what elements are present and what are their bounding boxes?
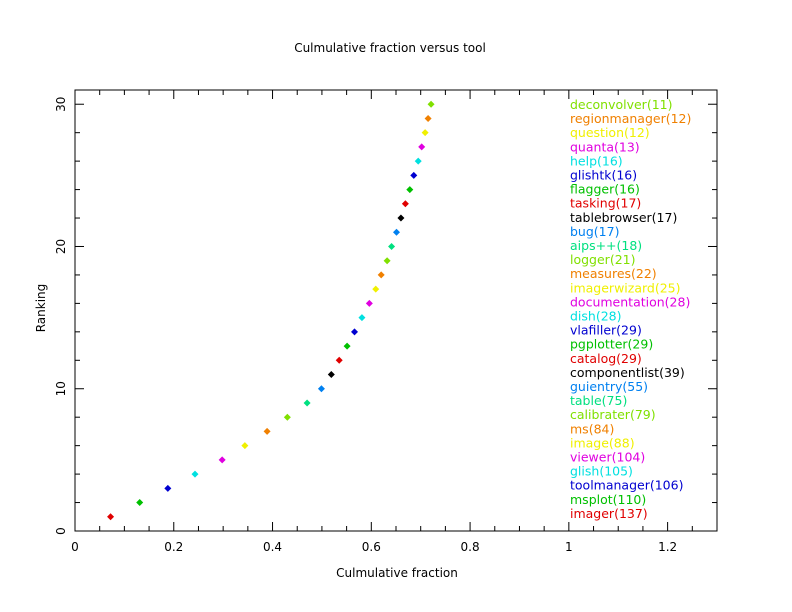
data-point-18 [377,271,385,279]
legend-entry: calibrater(79) [570,407,656,422]
data-point-3 [164,484,172,492]
data-point-4 [191,470,199,478]
data-point-5 [218,456,226,464]
data-point-22 [397,214,405,222]
data-point-28 [421,129,429,137]
legend-entry: aips++(18) [570,238,642,253]
data-point-13 [343,342,351,350]
legend-entry: tablebrowser(17) [570,210,677,225]
data-point-26 [414,157,422,165]
legend-entry: ms(84) [570,421,614,436]
legend-entry: quanta(13) [570,139,640,154]
x-tick-label: 0 [71,540,79,554]
legend-entry: catalog(29) [570,351,642,366]
data-point-1 [107,513,115,521]
legend-entry: flagger(16) [570,182,640,197]
x-tick-label: 0.4 [263,540,282,554]
legend-entry: documentation(28) [570,294,690,309]
legend-entry: table(75) [570,393,627,408]
data-point-8 [283,413,291,421]
legend-entry: question(12) [570,125,650,140]
legend-entry: measures(22) [570,266,657,281]
legend-entry: glishtk(16) [570,168,637,183]
legend-entry: bug(17) [570,224,619,239]
legend-entry: toolmanager(106) [570,478,683,493]
legend-entry: viewer(104) [570,450,645,465]
data-point-19 [383,257,391,265]
legend-entry: help(16) [570,153,623,168]
legend-entry: dish(28) [570,309,622,324]
data-point-25 [410,171,418,179]
data-point-29 [424,114,432,122]
data-point-27 [418,143,426,151]
axis-ticks [74,90,718,532]
data-point-6 [241,442,249,450]
legend-entry: glish(105) [570,464,633,479]
data-point-7 [263,427,271,435]
legend-entry: deconvolver(11) [570,97,672,112]
data-point-30 [427,100,435,108]
data-point-2 [136,499,144,507]
data-point-23 [401,200,409,208]
legend-entry: imager(137) [570,506,648,521]
y-tick-label: 20 [54,239,68,254]
data-point-12 [335,356,343,364]
data-point-14 [351,328,359,336]
x-tick-label: 0.6 [362,540,381,554]
x-tick-label: 1 [565,540,573,554]
y-axis-label: Ranking [34,284,48,333]
chart-title: Culmulative fraction versus tool [294,41,486,55]
legend-entry: imagerwizard(25) [570,280,681,295]
legend-entry: guientry(55) [570,379,648,394]
x-tick-label: 0.2 [164,540,183,554]
data-point-15 [358,314,366,322]
data-point-16 [365,299,373,307]
legend-entry: vlafiller(29) [570,323,642,338]
legend-entry: pgplotter(29) [570,337,653,352]
x-tick-label: 0.8 [461,540,480,554]
data-point-21 [392,228,400,236]
data-point-20 [388,242,396,250]
data-point-17 [372,285,380,293]
y-tick-label: 0 [54,527,68,535]
data-points [107,100,435,521]
tick-labels: 0 0.2 0.4 0.6 0.8 1 1.2 0 10 20 30 [54,97,677,554]
x-tick-label: 1.2 [658,540,677,554]
legend-entry: regionmanager(12) [570,111,691,126]
data-point-24 [406,186,414,194]
y-tick-label: 30 [54,97,68,112]
legend: deconvolver(11)regionmanager(12)question… [570,97,691,521]
data-point-10 [317,385,325,393]
data-point-9 [303,399,311,407]
legend-entry: componentlist(39) [570,365,685,380]
y-tick-label: 10 [54,381,68,396]
data-point-11 [327,371,335,379]
legend-entry: tasking(17) [570,196,641,211]
legend-entry: msplot(110) [570,492,646,507]
legend-entry: logger(21) [570,252,635,267]
x-axis-label: Culmulative fraction [336,566,458,580]
legend-entry: image(88) [570,435,635,450]
